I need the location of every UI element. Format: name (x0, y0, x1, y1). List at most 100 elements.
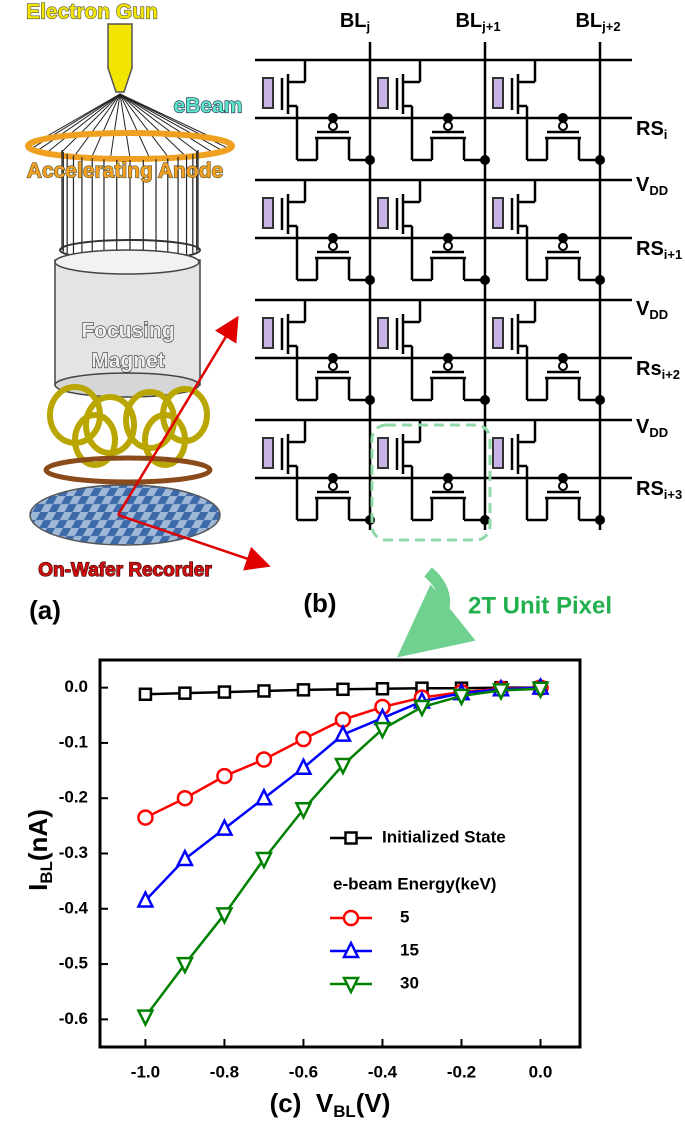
label-main: V (636, 298, 650, 320)
marker (375, 681, 390, 696)
label-sub: j (366, 19, 371, 34)
marker (336, 682, 350, 697)
y-tick-label: 0.0 (64, 677, 88, 696)
marker (176, 789, 194, 807)
label-sub: i (664, 127, 668, 142)
magnet-label: Focusing (81, 320, 174, 343)
marker (138, 687, 153, 702)
y-tick-label: -0.3 (59, 843, 88, 862)
marker (295, 730, 312, 748)
anode-label: Accelerating Anode (27, 160, 223, 183)
y-tick-label: -0.6 (59, 1009, 88, 1028)
marker (178, 686, 192, 700)
label-sub: DD (649, 183, 668, 198)
label-sub: i+3 (664, 487, 682, 502)
row-label: RSi+1 (636, 238, 682, 262)
unit-pixel-box (370, 423, 492, 542)
marker (296, 683, 311, 697)
label-sub: BL (333, 1102, 356, 1121)
column-label: BLj+2 (575, 10, 620, 34)
marker (531, 681, 550, 700)
label-main: BL (455, 10, 482, 32)
label-prefix: (c) (270, 1088, 302, 1118)
marker (333, 757, 352, 776)
recorder-label: On-Wafer Recorder (38, 560, 212, 581)
marker (373, 721, 392, 740)
marker (215, 817, 234, 836)
electron-gun-label: Electron Gun (26, 1, 158, 24)
column-label: BLj+1 (455, 10, 500, 34)
row-label: VDD (636, 416, 668, 440)
y-axis-label: IBL(nA) (23, 809, 56, 891)
marker (491, 683, 511, 702)
label-sub: i+1 (664, 247, 682, 262)
row-label: VDD (636, 298, 668, 322)
label-main: V (636, 174, 650, 196)
marker (344, 831, 358, 845)
legend-title: e-beam Energy(keV) (333, 874, 496, 893)
label-main: V (636, 416, 650, 438)
x-tick-label: 0.0 (529, 1062, 553, 1081)
marker (217, 685, 232, 699)
ebeam-label: eBeam (174, 95, 243, 118)
marker (136, 1009, 155, 1028)
marker (255, 751, 273, 768)
marker (175, 956, 194, 975)
magnet-label: Magnet (91, 350, 165, 373)
marker (175, 848, 194, 867)
y-tick-label: -0.2 (59, 788, 88, 807)
marker (412, 699, 431, 718)
label-main: BL (575, 10, 602, 32)
x-tick-label: -0.4 (368, 1062, 398, 1081)
legend-label: 30 (400, 973, 419, 992)
marker (452, 688, 471, 707)
label-main: BL (340, 10, 367, 32)
row-label: VDD (636, 174, 668, 198)
marker (215, 907, 234, 926)
legend-label: Initialized State (382, 827, 506, 846)
marker (136, 889, 155, 908)
y-tick-label: -0.1 (59, 732, 88, 751)
label-main: Rs (636, 358, 662, 380)
marker (254, 787, 273, 806)
panel-label: (b) (303, 588, 336, 618)
marker (341, 940, 361, 959)
legend-label: 5 (400, 907, 409, 926)
marker (342, 909, 360, 927)
ebeam-illustration (25, 23, 271, 571)
column-label: BLj (340, 10, 370, 34)
label-sub: BL (37, 861, 56, 884)
label-main: RS (636, 118, 664, 140)
label-sub: DD (649, 307, 668, 322)
x-tick-label: -0.2 (447, 1062, 476, 1081)
row-label: RSi (636, 118, 667, 142)
marker (333, 723, 352, 742)
row-label: RSi+3 (636, 478, 682, 502)
unit-pixel-label: 2T Unit Pixel (468, 592, 612, 619)
label-main: V (316, 1088, 334, 1118)
chart: -1.0 -0.8 -0.6 -0.4 -0.2 0.0 0.0 -0.1 -0.2 -0.3 -0… (23, 658, 582, 1121)
x-tick-label: -0.8 (210, 1062, 239, 1081)
label-main: I (23, 884, 53, 891)
panel-label: (a) (29, 595, 61, 625)
label-sub: j+2 (601, 19, 620, 34)
marker (341, 976, 361, 995)
label-unit: (V) (356, 1088, 391, 1118)
label-main: RS (636, 238, 664, 260)
label-sub: j+1 (481, 19, 500, 34)
x-axis-label: (c) VBL(V) (270, 1088, 391, 1121)
x-tick-label: -0.6 (289, 1062, 318, 1081)
marker (257, 684, 271, 698)
label-sub: i+2 (662, 367, 680, 382)
marker (216, 767, 233, 785)
x-tick-label: -1.0 (131, 1062, 160, 1081)
label-unit: (nA) (23, 809, 53, 861)
marker (294, 802, 313, 821)
series-line (144, 686, 541, 819)
y-tick-label: -0.5 (59, 954, 88, 973)
marker (254, 851, 273, 870)
marker (294, 757, 313, 776)
pixel-array (255, 42, 632, 530)
